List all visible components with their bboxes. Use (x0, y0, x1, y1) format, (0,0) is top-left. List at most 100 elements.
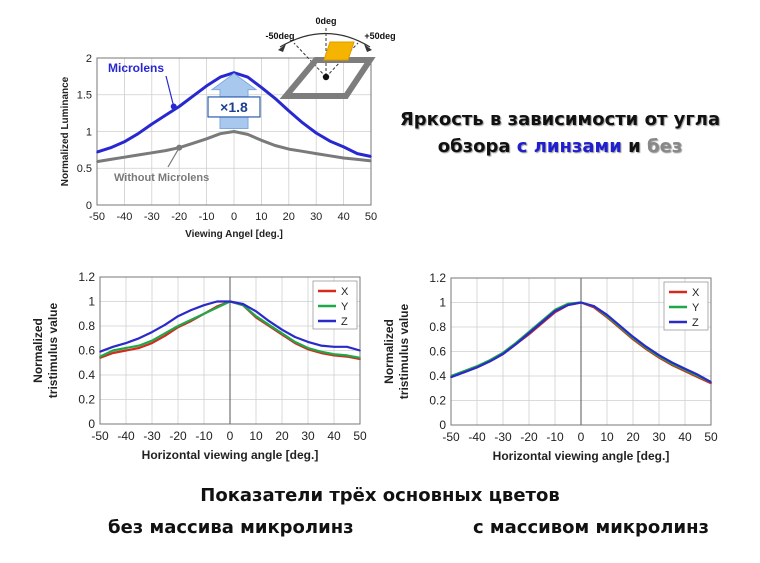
x-tick-label: -50 (89, 211, 105, 223)
data-point (320, 344, 322, 347)
title-line-1: Яркость в зависимости от угла (399, 109, 721, 130)
ratio-box (207, 96, 261, 118)
data-point (255, 315, 257, 317)
data-point (151, 152, 153, 154)
title-with-lens: с линзами (516, 136, 622, 157)
data-point (307, 347, 309, 349)
arc-arrow-right (364, 44, 372, 52)
data-point (450, 376, 452, 379)
luminance-chart: -50 -40 -30 -20 -10 0 10 20 30 40 50 0 0.5 1 1.5 2 Viewi… (60, 53, 377, 240)
data-point (645, 345, 647, 348)
data-point (246, 133, 249, 136)
y-tick-label: 1 (86, 126, 92, 138)
tristimulus-chart-without-microlens: -50 -40 -30 -20 -10 0 10 20 30 40 50 0 0.2 0.4 0.6 0.8 1… (31, 270, 367, 462)
data-point (112, 349, 114, 352)
legend-label: Y (341, 301, 349, 313)
data-point (137, 154, 139, 156)
x-tick-label: -20 (520, 430, 538, 444)
legend-label: Y (692, 302, 700, 314)
data-point (528, 332, 530, 334)
data-point (99, 350, 101, 353)
ratio-label: ×1.8 (220, 99, 248, 115)
y-tick-label: 1.2 (78, 270, 95, 284)
without-microlens-leader-line (167, 147, 180, 168)
y-axis-label: Normalizedtristimulus value (382, 304, 411, 400)
data-point (359, 357, 361, 359)
without-microlens-series-label: Without Microlens (114, 172, 209, 184)
data-point (554, 310, 556, 312)
x-tick-label: 0 (227, 429, 234, 443)
x-tick-label: -20 (171, 211, 187, 223)
plot-frame (450, 277, 712, 426)
x-tick-label: 10 (600, 430, 614, 444)
data-point (219, 76, 222, 78)
data-point (274, 144, 276, 147)
y-tick-label: 0.6 (78, 344, 95, 358)
data-point (138, 337, 140, 340)
data-point (151, 331, 153, 333)
data-point (190, 309, 192, 311)
microlens-leader-line (165, 75, 175, 107)
x-tick-label: 40 (337, 211, 349, 223)
y-tick-label: 1.2 (429, 271, 446, 285)
x-tick-label: 20 (283, 211, 295, 223)
data-point (96, 160, 98, 163)
data-point (112, 346, 114, 348)
data-point (125, 342, 127, 344)
legend-label: X (692, 287, 700, 299)
data-point (288, 148, 290, 150)
y-axis-label-group: Normalizedtristimulus value (382, 304, 411, 400)
data-point (109, 158, 112, 161)
y-tick-label: 0.8 (78, 319, 95, 333)
y-tick-label: 0.5 (77, 163, 92, 175)
without-microlens-marker (176, 144, 183, 151)
microlens-marker (170, 103, 177, 110)
data-point (177, 315, 179, 317)
data-point (96, 151, 98, 153)
data-point (123, 156, 126, 159)
x-tick-label: 30 (652, 430, 666, 444)
x-tick-label: 0 (578, 430, 585, 444)
data-point (281, 328, 283, 331)
x-tick-label: -40 (117, 429, 135, 443)
data-point (246, 76, 249, 78)
y-axis-label-group: Normalizedtristimulus value (31, 303, 60, 399)
y-tick-label: 0.2 (78, 393, 95, 407)
data-point (502, 353, 504, 355)
data-point (203, 312, 205, 315)
x-tick-label: -40 (468, 430, 486, 444)
x-tick-label: 20 (275, 429, 289, 443)
data-point (164, 323, 166, 326)
data-point (671, 361, 673, 364)
x-tick-label: 20 (626, 430, 640, 444)
data-point (294, 336, 296, 338)
data-point (346, 346, 348, 348)
x-tick-label: -50 (442, 430, 460, 444)
data-point (164, 335, 166, 337)
x-tick-label: 10 (255, 211, 267, 223)
y-tick-label: 0 (88, 417, 95, 431)
x-tick-label: 10 (249, 429, 263, 443)
data-point (151, 123, 153, 125)
legend-label: Z (692, 317, 699, 329)
data-point (164, 114, 167, 117)
page-title: Яркость в зависимости от угла обзора с л… (380, 106, 740, 160)
data-point (315, 132, 318, 134)
data-point (242, 303, 244, 305)
data-point (658, 354, 660, 356)
data-point (320, 350, 322, 353)
data-point (288, 110, 290, 112)
data-point (567, 304, 569, 306)
data-point (606, 313, 608, 316)
caption-without-microlens: без массива микролинз (108, 517, 354, 538)
data-point (329, 154, 331, 157)
legend-label: Z (341, 316, 348, 328)
x-tick-label: -10 (195, 429, 213, 443)
x-axis-label: Horizontal viewing angle [deg.] (493, 449, 670, 463)
data-point (489, 360, 491, 363)
data-point (346, 354, 348, 357)
data-point (138, 344, 140, 347)
data-point (125, 347, 127, 349)
x-tick-label: 30 (310, 211, 322, 223)
data-point (697, 373, 699, 376)
